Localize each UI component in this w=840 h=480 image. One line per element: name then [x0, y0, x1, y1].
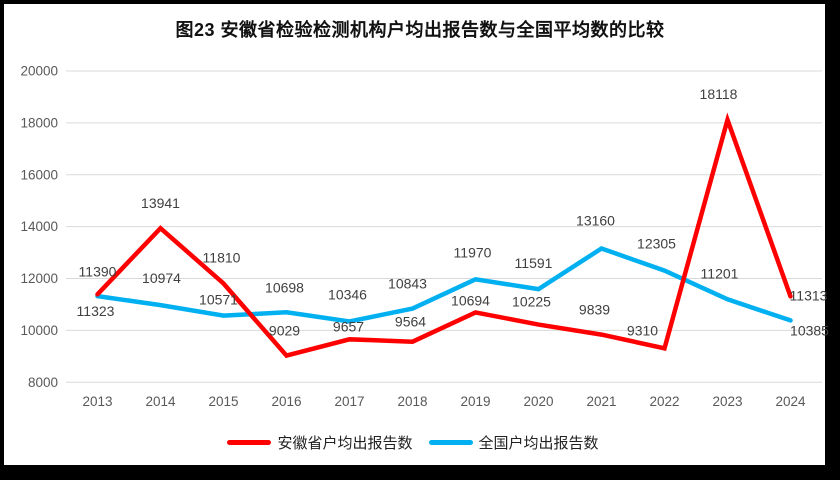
y-axis-tick-label: 18000 — [20, 115, 58, 130]
x-axis-tick-label: 2013 — [82, 394, 112, 409]
y-axis-tick-label: 14000 — [20, 219, 58, 234]
x-axis-tick-label: 2019 — [460, 394, 490, 409]
data-label: 10698 — [265, 279, 304, 295]
legend-item-national: 全国户均出报告数 — [428, 432, 599, 453]
y-axis-tick-label: 10000 — [20, 323, 58, 338]
x-axis-tick-label: 2014 — [145, 394, 176, 409]
x-axis-tick-label: 2016 — [271, 394, 301, 409]
data-label: 18118 — [700, 86, 738, 102]
data-label: 9310 — [627, 322, 658, 338]
data-label: 9564 — [395, 314, 426, 330]
legend-swatch-anhui-red-line — [227, 440, 272, 445]
data-label: 13160 — [576, 212, 615, 228]
data-label: 11201 — [701, 265, 739, 281]
data-label: 11591 — [515, 255, 553, 271]
data-label: 11313 — [790, 287, 828, 303]
x-axis-tick-label: 2020 — [523, 394, 553, 409]
data-label: 10974 — [142, 270, 181, 286]
data-label: 10385 — [790, 322, 829, 338]
legend-swatch-national-blue-line — [428, 440, 473, 445]
series-line-0 — [95, 112, 793, 359]
legend-item-anhui: 安徽省户均出报告数 — [227, 432, 413, 453]
data-label: 9839 — [579, 302, 610, 318]
x-axis-tick-label: 2021 — [586, 394, 616, 409]
x-axis-tick-label: 2023 — [712, 394, 742, 409]
y-axis-tick-label: 16000 — [20, 167, 58, 182]
y-axis-tick-label: 12000 — [20, 271, 58, 286]
y-axis-tick-label: 8000 — [28, 375, 58, 390]
data-label: 11810 — [203, 249, 241, 265]
data-label: 10571 — [199, 292, 238, 308]
legend-label-anhui: 安徽省户均出报告数 — [277, 435, 413, 452]
chart-legend: 安徽省户均出报告数 全国户均出报告数 — [0, 432, 826, 453]
data-label: 10225 — [512, 294, 551, 310]
data-label: 9657 — [333, 318, 364, 334]
data-label: 9029 — [269, 323, 300, 339]
y-axis-tick-label: 20000 — [20, 64, 58, 79]
data-label: 13941 — [141, 195, 180, 211]
x-axis-tick-label: 2022 — [649, 394, 679, 409]
data-label: 11323 — [77, 303, 115, 319]
data-label: 11970 — [454, 244, 492, 260]
data-label: 12305 — [637, 236, 676, 252]
chart-frame — [4, 4, 825, 465]
data-label: 11390 — [79, 263, 117, 279]
chart-title: 图23 安徽省检验检测机构户均出报告数与全国平均数的比较 — [175, 20, 665, 40]
x-axis-tick-label: 2018 — [397, 394, 427, 409]
x-axis-tick-label: 2024 — [775, 394, 806, 409]
x-axis-tick-label: 2017 — [334, 394, 364, 409]
data-label: 10694 — [451, 292, 490, 308]
x-axis-tick-label: 2015 — [208, 394, 238, 409]
series-line-1 — [95, 245, 793, 324]
data-label: 10843 — [388, 276, 427, 292]
data-label: 10346 — [328, 286, 367, 302]
legend-label-national: 全国户均出报告数 — [478, 435, 599, 452]
